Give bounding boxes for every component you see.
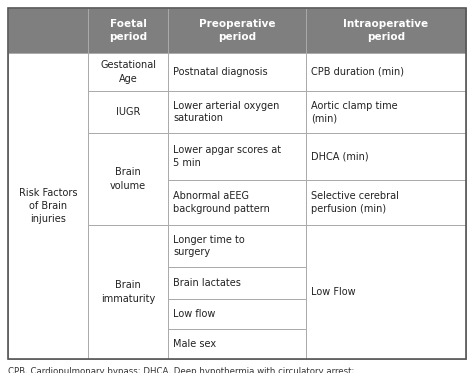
Bar [8,225,88,267]
Bar [168,267,306,299]
Bar [306,299,466,329]
Bar [8,180,88,225]
Bar [8,299,88,329]
Bar [306,8,466,53]
Bar [306,267,466,299]
Bar [88,329,168,359]
Bar [306,180,466,225]
Bar [306,225,466,267]
Bar [168,225,306,267]
Bar [8,53,88,359]
Bar [88,91,168,133]
Bar [306,53,466,91]
Bar [8,8,88,53]
Text: Intraoperative
period: Intraoperative period [343,19,428,42]
Bar [8,53,88,91]
Bar [306,180,466,225]
Bar [306,53,466,91]
Bar [168,180,306,225]
Text: Preoperative
period: Preoperative period [199,19,275,42]
Text: Foetal
period: Foetal period [109,19,147,42]
Bar [88,225,168,267]
Text: Male sex: Male sex [173,339,217,349]
Text: Low flow: Low flow [173,309,216,319]
Text: Low Flow: Low Flow [310,287,356,297]
Text: Aortic clamp time
(min): Aortic clamp time (min) [310,101,397,123]
Bar [88,53,168,91]
Text: IUGR: IUGR [116,107,140,117]
Bar [306,329,466,359]
Bar [8,133,88,180]
Bar [306,133,466,180]
Bar [88,180,168,225]
Bar [88,8,168,53]
Bar [8,267,88,299]
Bar [306,225,466,359]
Text: Brain lactates: Brain lactates [173,278,241,288]
Bar [168,329,306,359]
Text: Lower apgar scores at
5 min: Lower apgar scores at 5 min [173,145,282,168]
Bar [306,91,466,133]
Bar [88,53,168,91]
Text: Postnatal diagnosis: Postnatal diagnosis [173,67,268,77]
Bar [88,225,168,359]
Bar [88,267,168,299]
Text: CPB, Cardiopulmonary bypass; DHCA, Deep hypothermia with circulatory arrest;
IUG: CPB, Cardiopulmonary bypass; DHCA, Deep … [8,367,355,373]
Text: DHCA (min): DHCA (min) [310,151,368,162]
Bar [168,299,306,329]
Text: CPB duration (min): CPB duration (min) [310,67,404,77]
Bar [88,91,168,133]
Bar [8,329,88,359]
Bar [88,133,168,225]
Text: Risk Factors
of Brain
injuries: Risk Factors of Brain injuries [19,188,77,224]
Bar [88,299,168,329]
Bar [168,91,306,133]
Bar [168,8,306,53]
Text: Abnormal aEEG
background pattern: Abnormal aEEG background pattern [173,191,270,214]
Text: Brain
volume: Brain volume [110,167,146,191]
Bar [168,53,306,91]
Text: Longer time to
surgery: Longer time to surgery [173,235,245,257]
Bar [306,133,466,180]
Text: Selective cerebral
perfusion (min): Selective cerebral perfusion (min) [310,191,399,214]
Bar [88,133,168,180]
Text: Lower arterial oxygen
saturation: Lower arterial oxygen saturation [173,101,280,123]
Text: Brain
immaturity: Brain immaturity [101,280,155,304]
Bar [168,133,306,180]
Text: Gestational
Age: Gestational Age [100,60,156,84]
Bar [306,91,466,133]
Bar [8,91,88,133]
